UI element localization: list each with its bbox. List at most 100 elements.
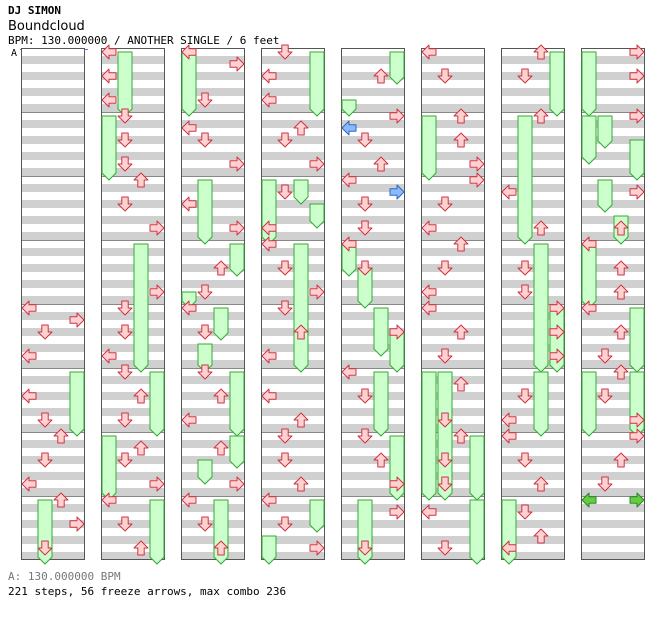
- beat-stripe: [181, 184, 245, 192]
- tap-arrow: [213, 540, 229, 556]
- beat-stripe: [21, 440, 85, 448]
- tap-arrow-shape: [613, 284, 629, 300]
- lane-column-border: [21, 48, 85, 560]
- tap-arrow-shape: [341, 172, 357, 188]
- tap-arrow-shape: [421, 504, 437, 520]
- beat-stripe: [21, 296, 85, 304]
- tap-arrow: [597, 388, 613, 404]
- tap-arrow: [613, 364, 629, 380]
- tap-arrow-shape: [117, 300, 133, 316]
- tap-arrow-shape: [597, 476, 613, 492]
- beat-stripe: [581, 120, 645, 128]
- tap-arrow: [309, 540, 325, 556]
- tap-arrow: [389, 108, 405, 124]
- beat-stripe: [341, 456, 405, 464]
- beat-stripe: [421, 168, 485, 176]
- beat-stripe: [341, 88, 405, 96]
- beat-stripe: [101, 312, 165, 320]
- beat-stripe: [21, 520, 85, 528]
- tap-arrow: [229, 220, 245, 236]
- beat-stripe: [21, 216, 85, 224]
- beat-stripe: [581, 440, 645, 448]
- beat-stripe: [21, 264, 85, 272]
- beat-stripe: [101, 328, 165, 336]
- tap-arrow-shape: [213, 260, 229, 276]
- tap-arrow-shape: [629, 428, 645, 444]
- green-tap-arrow: [581, 492, 597, 508]
- tap-arrow: [53, 428, 69, 444]
- blue-tap-arrow: [341, 120, 357, 136]
- tap-arrow: [389, 476, 405, 492]
- beat-stripe: [181, 504, 245, 512]
- tap-arrow-shape: [357, 220, 373, 236]
- tap-arrow: [117, 516, 133, 532]
- beat-stripe: [101, 360, 165, 368]
- beat-stripe: [421, 488, 485, 496]
- green-tap-arrow: [629, 492, 645, 508]
- tap-arrow-shape: [277, 44, 293, 60]
- beat-stripe: [581, 472, 645, 480]
- tap-arrow: [629, 412, 645, 428]
- beat-stripe: [181, 280, 245, 288]
- tap-arrow: [181, 44, 197, 60]
- tap-arrow: [277, 260, 293, 276]
- beat-stripe: [421, 344, 485, 352]
- tap-arrow-shape: [613, 260, 629, 276]
- tap-arrow-shape: [69, 312, 85, 328]
- beat-stripe: [181, 216, 245, 224]
- beat-stripe: [261, 344, 325, 352]
- beat-stripe: [101, 472, 165, 480]
- tap-arrow-shape: [309, 540, 325, 556]
- tap-arrow: [197, 364, 213, 380]
- beat-stripe: [181, 312, 245, 320]
- tap-arrow: [501, 184, 517, 200]
- beat-stripe: [21, 248, 85, 256]
- tap-arrow: [197, 516, 213, 532]
- tap-arrow-shape: [629, 44, 645, 60]
- beat-stripe: [181, 440, 245, 448]
- beat-stripe: [581, 488, 645, 496]
- tap-arrow-shape: [517, 388, 533, 404]
- beat-stripe: [261, 552, 325, 560]
- blue-tap-arrow-shape: [389, 184, 405, 200]
- tap-arrow: [37, 324, 53, 340]
- tap-arrow-shape: [501, 412, 517, 428]
- tap-arrow-shape: [341, 236, 357, 252]
- tap-arrow: [101, 492, 117, 508]
- beat-stripe: [181, 168, 245, 176]
- beat-stripe: [21, 152, 85, 160]
- freeze-arrow: [581, 243, 597, 309]
- tap-arrow: [629, 184, 645, 200]
- tap-arrow-shape: [373, 452, 389, 468]
- tap-arrow: [133, 172, 149, 188]
- tap-arrow-shape: [549, 348, 565, 364]
- tap-arrow-shape: [293, 476, 309, 492]
- freeze-arrow: [421, 371, 437, 501]
- tap-arrow: [357, 220, 373, 236]
- tap-arrow: [213, 388, 229, 404]
- beat-stripe: [181, 264, 245, 272]
- tap-arrow: [453, 132, 469, 148]
- tap-arrow: [437, 348, 453, 364]
- beat-stripe: [501, 56, 565, 64]
- beat-stripe: [581, 296, 645, 304]
- beat-stripe: [21, 200, 85, 208]
- beat-stripe: [581, 152, 645, 160]
- tap-arrow: [421, 300, 437, 316]
- tap-arrow: [117, 300, 133, 316]
- beat-stripe: [181, 56, 245, 64]
- beat-stripe: [581, 344, 645, 352]
- beat-stripe: [501, 232, 565, 240]
- beat-stripe: [261, 360, 325, 368]
- beat-stripe: [421, 120, 485, 128]
- tap-arrow: [261, 68, 277, 84]
- tap-arrow-shape: [261, 348, 277, 364]
- tap-arrow-shape: [293, 324, 309, 340]
- tap-arrow: [389, 504, 405, 520]
- tap-arrow: [629, 428, 645, 444]
- beat-stripe: [261, 232, 325, 240]
- freeze-arrow: [133, 243, 149, 373]
- tap-arrow-shape: [277, 452, 293, 468]
- tap-arrow: [517, 284, 533, 300]
- tap-arrow: [181, 120, 197, 136]
